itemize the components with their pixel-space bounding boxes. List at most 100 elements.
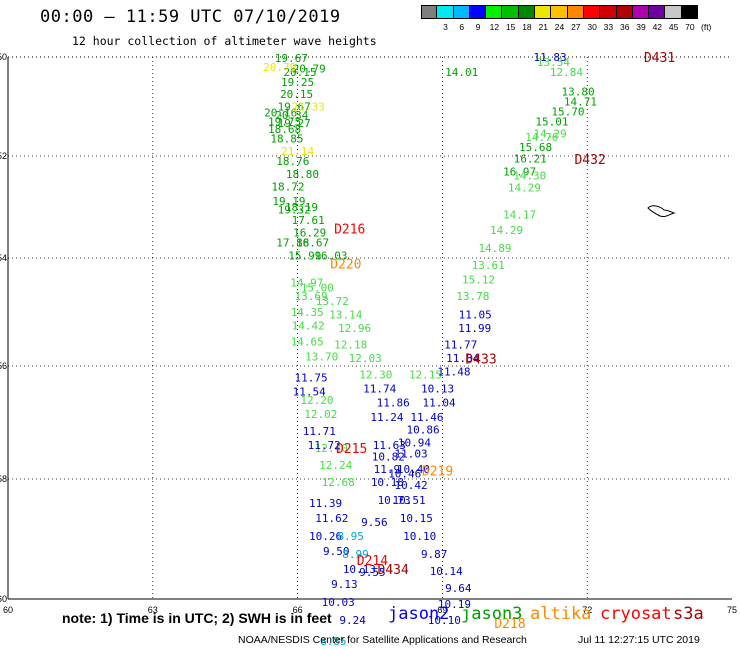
wave-height-value: 15.00 — [301, 282, 334, 295]
note-text: note: 1) Time is in UTC; 2) SWH is in fe… — [62, 610, 332, 626]
wave-height-value: 21.14 — [281, 145, 314, 158]
wave-height-value: 21.33 — [292, 101, 325, 114]
color-scale-label: 30 — [587, 22, 597, 32]
pass-label: D433 — [465, 352, 496, 367]
wave-height-value: 13.72 — [316, 295, 349, 308]
wave-height-value: 9.50 — [323, 545, 350, 558]
color-scale-bin: 21 — [535, 5, 552, 32]
wave-height-value: 11.77 — [444, 338, 477, 351]
wave-height-value: 10.46 — [388, 467, 421, 480]
wave-height-value: 11.75 — [295, 371, 328, 384]
wave-height-value: 20.15 — [280, 88, 313, 101]
color-swatch — [616, 5, 633, 19]
lon-tick-label: 72 — [582, 605, 592, 615]
wave-height-value: 10.03 — [322, 596, 355, 609]
axis-tick-labels: 60 63 66 69 72 75 -50 -52 -54 -56 -58 -60 — [0, 52, 737, 615]
lat-tick-label: -54 — [0, 253, 7, 263]
wave-height-value: 15.70 — [551, 105, 584, 118]
wave-height-value: 10.40 — [397, 463, 430, 476]
wave-height-value: 14.65 — [291, 336, 324, 349]
lat-tick-label: -50 — [0, 52, 7, 62]
legend-s3a: s3a — [673, 604, 704, 624]
wave-height-value: 12.68 — [322, 476, 355, 489]
wave-height-value: 11.72 — [308, 439, 341, 452]
legend-jason3: jason3 — [461, 604, 523, 624]
color-swatch — [535, 5, 552, 19]
wave-height-value: 16.67 — [296, 237, 329, 250]
wave-height-value: 15.99 — [288, 249, 321, 262]
wave-height-value: 12.40 — [315, 442, 348, 455]
pass-label: D434 — [378, 563, 409, 578]
wave-height-value: 14.97 — [290, 276, 323, 289]
wave-height-value: 15.01 — [535, 115, 568, 128]
lat-tick-label: -60 — [0, 594, 7, 604]
color-scale-bin: 30 — [583, 5, 601, 32]
color-swatch — [486, 5, 503, 19]
wave-height-value: 12.03 — [349, 352, 382, 365]
pass-label: D432 — [574, 153, 605, 168]
pass-label: D219 — [422, 465, 453, 480]
lat-tick-label: -56 — [0, 361, 7, 371]
wave-height-value: 10.15 — [400, 512, 433, 525]
color-scale-bin: 18 — [518, 5, 536, 32]
wave-height-value: 12.18 — [334, 338, 367, 351]
wave-height-value: 9.55 — [359, 566, 386, 579]
color-scale-unit-label: (ft) — [701, 22, 712, 32]
wave-height-value: 13.54 — [537, 56, 570, 69]
map-frame — [7, 56, 732, 600]
color-scale-bin: 39 — [632, 5, 650, 32]
color-scale-label: 42 — [652, 22, 663, 32]
lon-tick-label: 66 — [293, 605, 303, 615]
wave-height-value: 17.61 — [292, 214, 325, 227]
wave-height-value: 13.70 — [305, 350, 338, 363]
pass-label: D431 — [644, 51, 675, 66]
wave-height-value: 8.85 — [320, 635, 347, 648]
page-subtitle: 12 hour collection of altimeter wave hei… — [72, 34, 377, 48]
wave-height-values: 19.6720.7920.1519.2520.1519.6720.1620.34… — [263, 51, 597, 648]
color-swatch — [681, 5, 699, 19]
wave-height-value: 10.82 — [372, 450, 405, 463]
wave-height-value: 12.02 — [304, 408, 337, 421]
wave-height-value: 11.86 — [377, 397, 410, 410]
legend-jason2: jason2 — [388, 604, 450, 624]
wave-height-value: 13.61 — [472, 259, 505, 272]
pass-label: D220 — [330, 257, 361, 272]
wave-height-value: 11.83 — [533, 51, 566, 64]
wave-height-value: 12.24 — [319, 459, 352, 472]
generated-timestamp: Jul 11 12:27:15 UTC 2019 — [578, 634, 700, 646]
island-outline — [647, 205, 676, 218]
wave-height-value: 11.48 — [437, 366, 470, 379]
wave-height-value: 19.27 — [278, 117, 311, 130]
color-scale-label: 6 — [459, 22, 465, 32]
color-swatch — [567, 5, 584, 19]
color-scale-bin: 12 — [486, 5, 503, 32]
wave-height-value: 18.85 — [270, 133, 303, 146]
wave-height-value: 9.13 — [331, 578, 358, 591]
wave-height-value: 20.34 — [275, 109, 308, 122]
wave-height-value: 14.29 — [508, 182, 541, 195]
color-swatch — [469, 5, 487, 19]
wave-height-value: 18.19 — [285, 201, 318, 214]
color-swatch — [600, 5, 617, 19]
color-scale-bin: 24 — [551, 5, 568, 32]
color-scale-bin: 33 — [600, 5, 617, 32]
color-scale-bin: 45 — [665, 5, 682, 32]
wave-height-value: 14.35 — [291, 306, 324, 319]
color-scale-bin: 42 — [649, 5, 666, 32]
wave-height-value: 14.29 — [533, 128, 566, 141]
wave-height-value: 10.51 — [393, 494, 426, 507]
wave-height-value: 10.18 — [371, 476, 404, 489]
wave-height-value: 20.79 — [263, 61, 296, 74]
wave-height-value: 11.39 — [309, 497, 342, 510]
wave-height-value: 12.84 — [550, 66, 583, 79]
lon-tick-label: 63 — [148, 605, 158, 615]
wave-height-value: 11.84 — [446, 352, 479, 365]
wave-height-value: 11.03 — [394, 448, 427, 461]
color-swatch — [453, 5, 470, 19]
color-swatch — [437, 5, 454, 19]
color-swatch — [583, 5, 601, 19]
wave-height-value: 15.12 — [462, 274, 495, 287]
wave-height-value: 10.19 — [438, 598, 471, 611]
wave-height-value: 14.89 — [478, 242, 511, 255]
color-swatch — [665, 5, 682, 19]
